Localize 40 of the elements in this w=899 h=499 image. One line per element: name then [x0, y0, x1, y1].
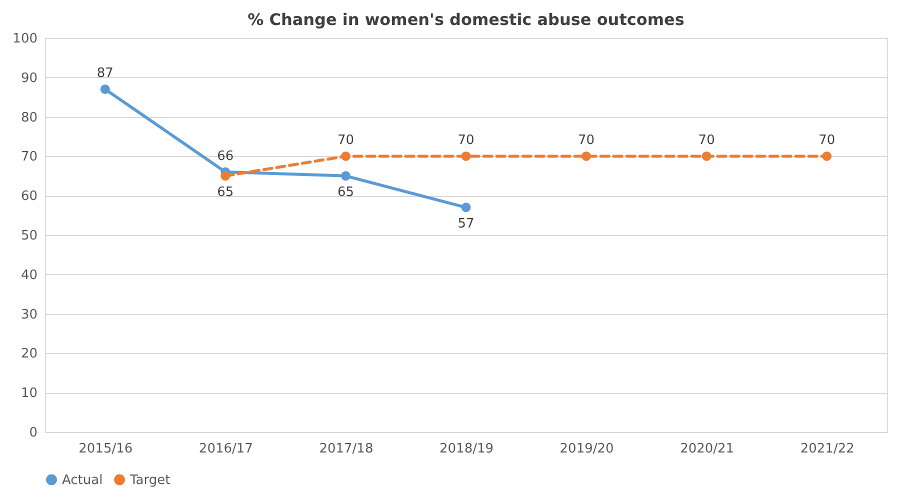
point [220, 171, 230, 181]
data-label: 70 [698, 133, 715, 148]
data-label: 65 [337, 184, 354, 200]
y-tick-label: 10 [20, 386, 38, 402]
y-tick-label: 70 [20, 150, 38, 165]
data-label: 87 [96, 66, 114, 82]
data-label: 66 [217, 148, 234, 164]
point [582, 151, 592, 161]
y-tick-label: 80 [20, 110, 38, 126]
legend-label: Target [129, 472, 170, 488]
data-label: 70 [818, 133, 836, 148]
data-label: 70 [578, 133, 595, 148]
data-label: 70 [337, 133, 354, 148]
point [461, 151, 471, 161]
x-tick-label: 2020/21 [680, 442, 734, 456]
y-tick-label: 60 [20, 189, 38, 204]
y-tick-label: 0 [29, 426, 38, 440]
point [822, 151, 832, 161]
point [461, 202, 471, 212]
y-tick-label: 40 [20, 268, 38, 283]
x-tick-label: 2016/17 [198, 442, 253, 456]
x-tick-label: 2021/22 [800, 442, 854, 456]
x-tick-label: 2018/19 [439, 442, 494, 456]
chart-title: % Change in women's domestic abuse outcomes [248, 10, 684, 29]
point [100, 84, 110, 94]
y-tick-label: 50 [20, 228, 38, 244]
data-label: 70 [458, 133, 474, 148]
legend-label: Actual [62, 472, 103, 488]
point [340, 171, 350, 181]
data-label: 57 [458, 216, 474, 232]
x-tick-label: 2017/18 [319, 442, 374, 456]
x-tick-label: 2019/20 [560, 442, 614, 456]
y-tick-label: 90 [20, 70, 38, 86]
y-tick-label: 100 [12, 32, 38, 46]
point [702, 151, 712, 161]
y-tick-label: 20 [20, 346, 38, 362]
x-tick-label: 2015/16 [78, 442, 133, 456]
y-tick-label: 30 [20, 307, 38, 322]
data-label: 65 [217, 184, 234, 200]
point [340, 151, 350, 161]
